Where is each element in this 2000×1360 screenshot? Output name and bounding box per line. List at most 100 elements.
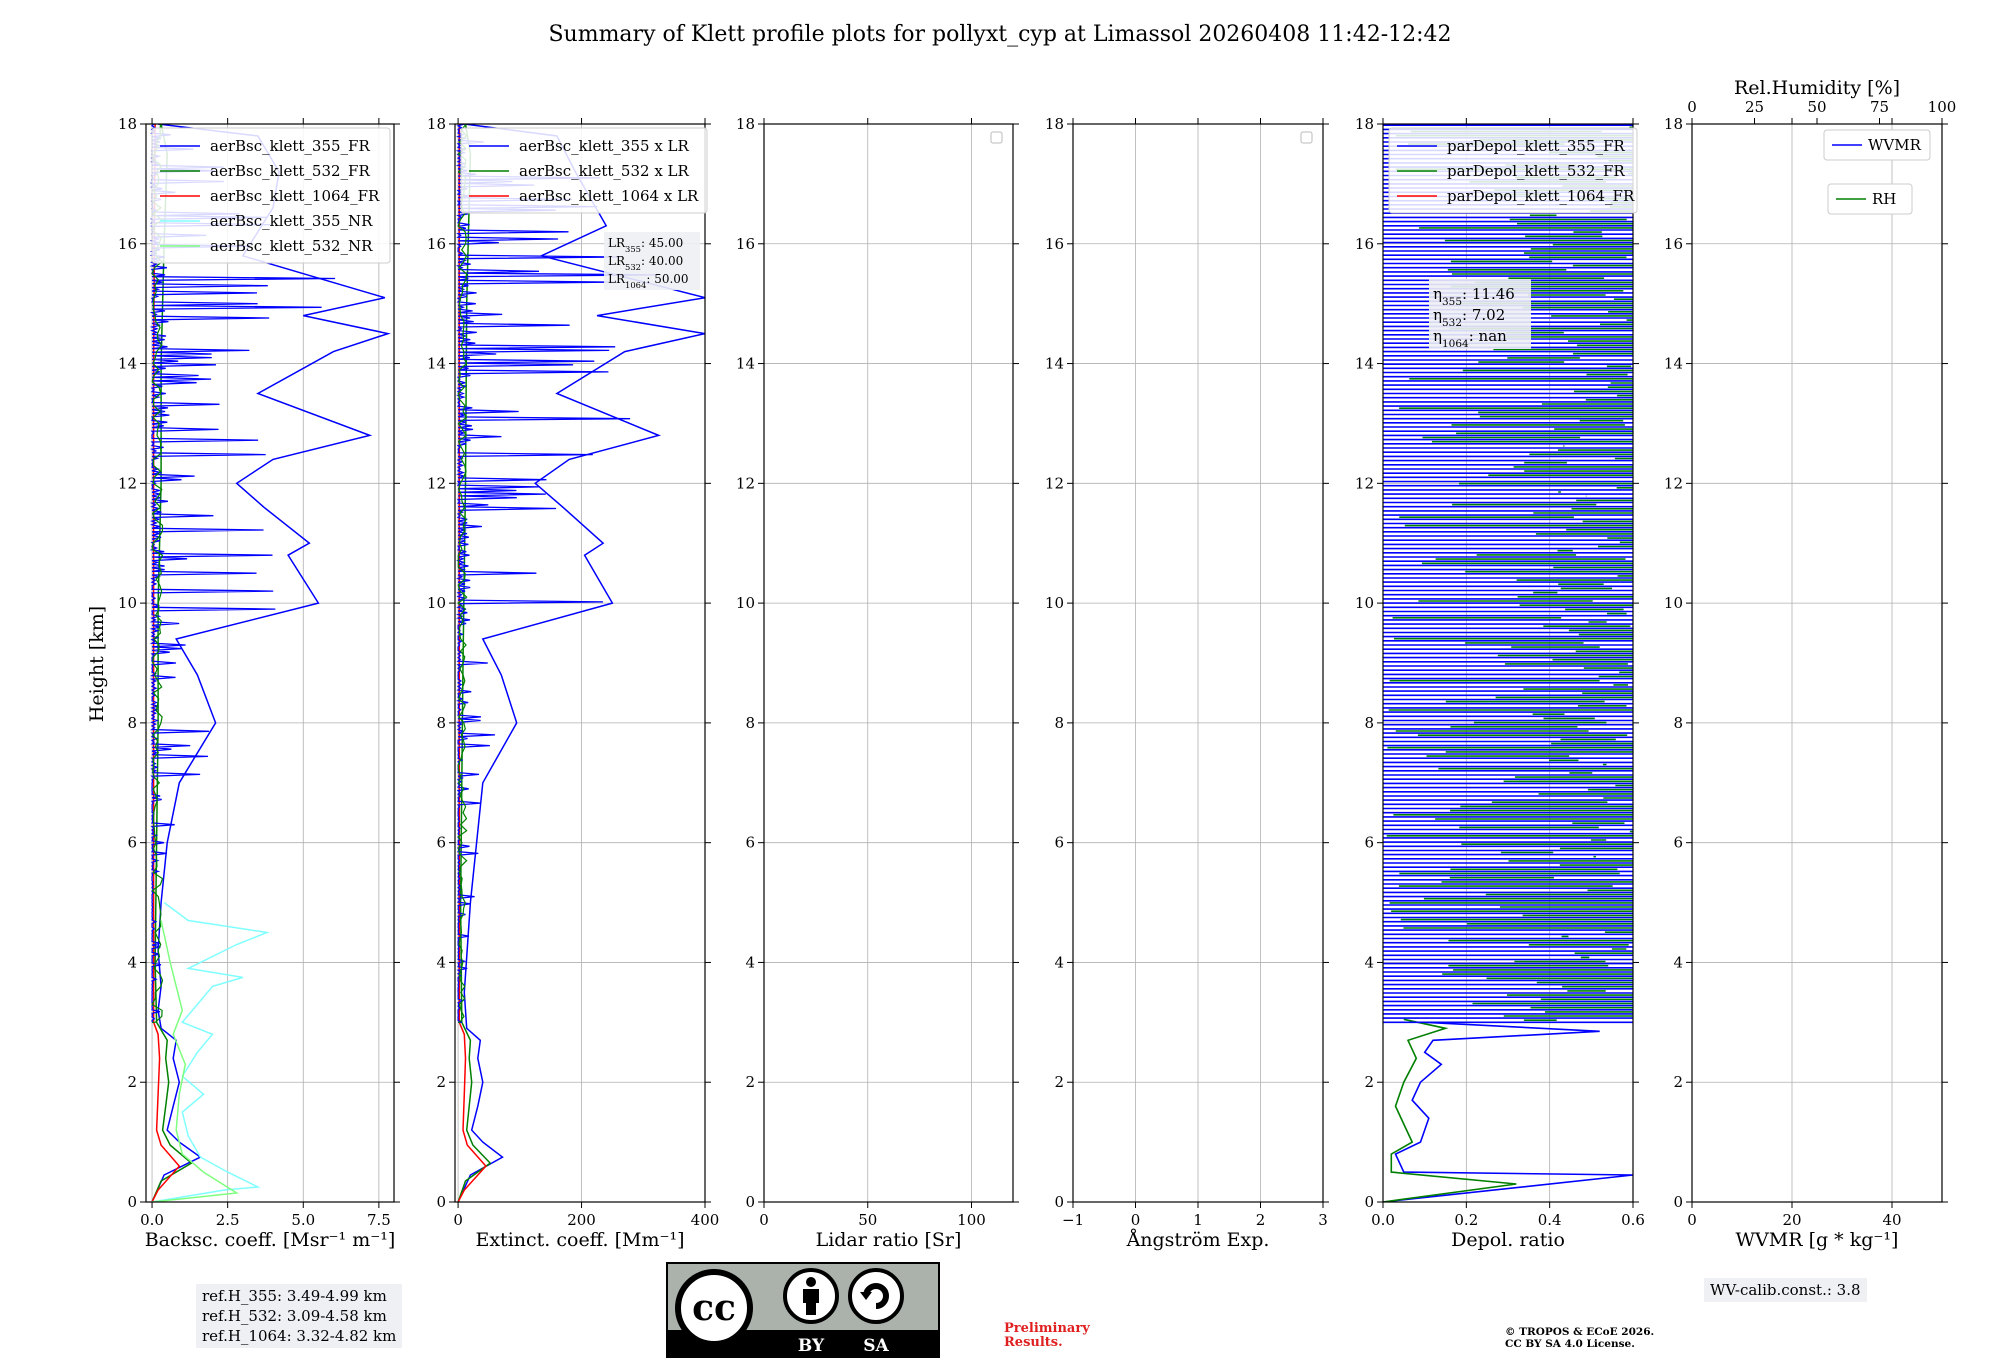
cc-logo-text: cc (692, 1287, 736, 1329)
ref-height-355: ref.H_355: 3.49-4.99 km (202, 1287, 387, 1305)
series-line-aerBsc_klett_1064_FR (151, 124, 181, 1202)
x-tick-label: 0.4 (1538, 1211, 1562, 1229)
y-tick-label: 12 (118, 474, 137, 492)
x-tick-label: 100 (957, 1211, 986, 1229)
legend-label: aerBsc_klett_532 x LR (519, 162, 690, 180)
y-tick-label: 10 (1664, 594, 1683, 612)
legend-box (1827, 183, 1913, 215)
cc-by-sa-license-badge: cc BY SA (666, 1262, 940, 1358)
legend-box (151, 127, 391, 264)
eta-text: η1064: nan (1433, 327, 1507, 350)
y-tick-label: 8 (1673, 714, 1683, 732)
panel-frame (454, 123, 706, 1203)
legend: aerBsc_klett_355 x LR aerBsc_klett_532 x … (460, 127, 708, 214)
x-tick-label: 0.6 (1621, 1211, 1645, 1229)
eta-text: η532: 7.02 (1433, 306, 1505, 329)
y-tick-label: 0 (127, 1193, 137, 1211)
x-tick-label: 40 (1882, 1211, 1901, 1229)
y-tick-label: 10 (736, 594, 755, 612)
y-tick-label: 8 (745, 714, 755, 732)
legend-label: RH (1872, 190, 1896, 208)
y-tick-label: 4 (436, 953, 446, 971)
empty-legend-box (1300, 131, 1313, 144)
series-line-aerBsc_klett_1064 x LR (457, 124, 487, 1202)
annotation-box (1429, 279, 1531, 349)
legend-label: aerBsc_klett_1064_FR (210, 187, 380, 205)
y-tick-label: 4 (1673, 953, 1683, 971)
x-tick-label: 2 (1256, 1211, 1266, 1229)
series-noise-355 (455, 124, 658, 1023)
series-noise-depol-532 (1386, 126, 1633, 1021)
panel-1: 0.0 2.5 5.0 7.5 0 2 4 6 8 10 12 14 16 18 Backsc. coeff… (118, 115, 400, 1251)
x-tick-label: 2.5 (216, 1211, 240, 1229)
legend-label: aerBsc_klett_532_FR (210, 162, 370, 180)
legend-label: WVMR (1868, 136, 1922, 154)
y-tick-label: 12 (736, 474, 755, 492)
y-tick-label: 6 (436, 834, 446, 852)
series-line-aerBsc_klett_532_NR (151, 920, 239, 1202)
preliminary-line-1: Preliminary (1004, 1321, 1090, 1336)
y-tick-label: 6 (1673, 834, 1683, 852)
x-tick-label: 1 (1193, 1211, 1203, 1229)
y-tick-label: 0 (1364, 1193, 1374, 1211)
panel-3: 0 50 100 0 2 4 6 8 10 12 14 16 18 Lidar ratio [Sr] (736, 115, 1019, 1251)
y-tick-label: 0 (1673, 1193, 1683, 1211)
y-tick-label: 10 (118, 594, 137, 612)
series-line-aerBsc_klett_355_NR (151, 901, 270, 1202)
series-noise-depol-355 (1383, 124, 1633, 1024)
legend-wvmr: WVMR (1823, 129, 1931, 161)
y-tick-label: 14 (118, 355, 137, 373)
preliminary-line-2: Results. (1004, 1335, 1063, 1350)
x-tick-label: 5.0 (291, 1211, 315, 1229)
x-tick-label: 0 (759, 1211, 769, 1229)
y-tick-label: 18 (427, 115, 446, 133)
legend-box (460, 127, 708, 214)
x-tick-label: 0 (453, 1211, 463, 1229)
legend-label: aerBsc_klett_355 x LR (519, 137, 690, 155)
legend-label: parDepol_klett_532_FR (1447, 162, 1625, 180)
y-tick-label: 18 (1355, 115, 1374, 133)
x-axis-label: Backsc. coeff. [Msr⁻¹ m⁻¹] (145, 1229, 396, 1251)
legend-label: aerBsc_klett_355_FR (210, 137, 370, 155)
legend-box (1823, 129, 1931, 161)
eta-text: η355: 11.46 (1433, 285, 1515, 308)
preliminary-results-note: Preliminary Results. (1004, 1322, 1090, 1350)
legend-rh: RH (1827, 183, 1913, 215)
y-tick-label: 12 (427, 474, 446, 492)
lidar-ratio-text: LR1064: 50.00 (608, 272, 689, 290)
series-line-aerBsc_klett_532 x LR (457, 124, 492, 1202)
series-noise-532 (151, 124, 164, 1023)
rh-tick-label: 0 (1687, 98, 1697, 116)
y-tick-label: 16 (1045, 235, 1064, 253)
rh-tick-label: 75 (1870, 98, 1889, 116)
x-tick-label: −1 (1062, 1211, 1084, 1229)
y-tick-label: 10 (427, 594, 446, 612)
attribution-person-icon (783, 1268, 839, 1324)
x-tick-label: 200 (567, 1211, 596, 1229)
series-group (455, 124, 705, 1202)
y-tick-label: 16 (118, 235, 137, 253)
legend-label: parDepol_klett_355_FR (1447, 137, 1625, 155)
legend: aerBsc_klett_355_FR aerBsc_klett_532_FRae… (151, 127, 391, 264)
y-tick-label: 10 (1355, 594, 1374, 612)
rh-tick-label: 25 (1745, 98, 1764, 116)
series-line-aerBsc_klett_355 x LR (457, 124, 705, 1202)
legend-box (1388, 127, 1638, 214)
y-tick-label: 2 (1673, 1073, 1683, 1091)
reference-heights-box: ref.H_355: 3.49-4.99 km ref.H_532: 3.09-… (196, 1284, 403, 1348)
cc-logo-icon: cc (675, 1269, 753, 1347)
y-tick-label: 0 (436, 1193, 446, 1211)
y-tick-label: 14 (1355, 355, 1374, 373)
y-tick-label: 4 (745, 953, 755, 971)
panel-2: 0 200 400 0 2 4 6 8 10 12 14 16 18 Extinct. coeff. [M… (427, 115, 719, 1251)
x-tick-label: 7.5 (367, 1211, 391, 1229)
y-tick-label: 14 (736, 355, 755, 373)
y-tick-label: 2 (1364, 1073, 1374, 1091)
x-tick-label: 0.2 (1454, 1211, 1478, 1229)
series-line-aerBsc_klett_355_FR (151, 124, 391, 1202)
legend-label: aerBsc_klett_1064 x LR (519, 187, 699, 205)
panel-frame (1691, 123, 1943, 1203)
